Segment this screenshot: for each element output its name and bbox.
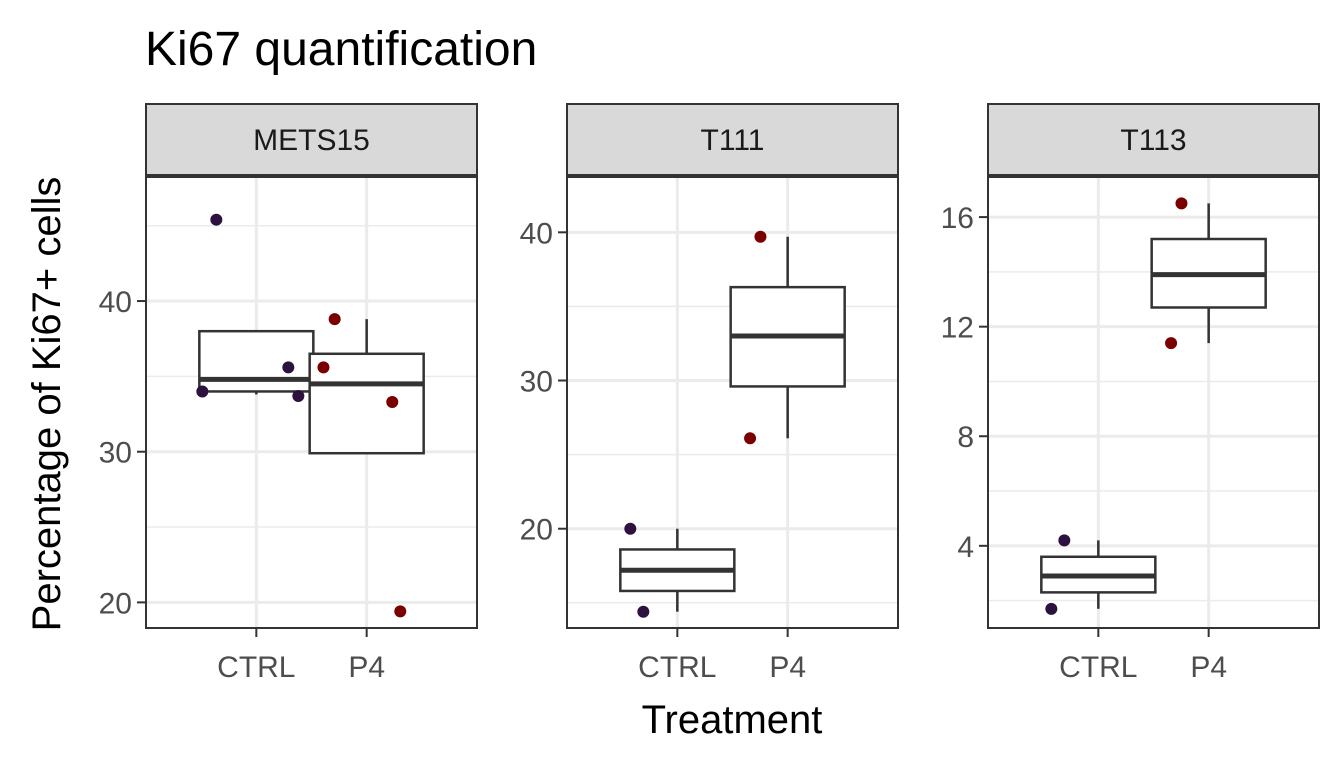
y-tick-label: 16 [941,202,974,235]
data-point-p4 [754,230,767,243]
facet-label: T113 [1120,124,1186,157]
data-point-ctrl [624,522,637,535]
y-tick-label: 30 [520,366,553,399]
data-point-ctrl [1058,534,1071,547]
data-point-ctrl [196,385,209,398]
boxplot-p4 [1150,203,1267,344]
box-iqr [198,329,315,393]
data-point-p4 [1165,337,1178,350]
y-tick-label: 4 [957,531,974,564]
y-tick-label: 30 [99,437,132,470]
x-tick-label: P4 [1190,651,1227,684]
data-point-p4 [386,396,399,408]
facet-strip [145,103,478,177]
y-tick-label: 12 [941,312,974,345]
x-tick-label: CTRL [217,651,295,684]
facet-strip [566,103,899,177]
data-point-ctrl [210,213,223,226]
data-point-ctrl [292,389,305,402]
x-axis-title: Treatment [642,698,823,742]
facet-label: METS15 [253,124,370,157]
boxplot-ctrl [198,329,315,395]
box-iqr [308,352,425,455]
y-axis-title: Percentage of Ki67+ cells [25,177,69,632]
data-point-p4 [744,432,757,445]
x-tick-label: CTRL [638,651,716,684]
y-tick-label: 40 [520,217,553,250]
chart-title: Ki67 quantification [145,23,537,76]
data-point-p4 [328,313,341,326]
boxplot-ctrl [619,528,736,612]
boxplot-p4 [729,236,846,439]
boxplot-ctrl [1040,540,1157,609]
y-tick-label: 20 [99,587,132,620]
facet-strip [987,103,1320,177]
facet-mets15: METS15 20 30 40 CTRL P4 [99,103,478,684]
facet-label: T111 [701,124,765,157]
facet-t113: T113 4 8 12 16 CTRL P4 [941,103,1320,684]
x-tick-label: P4 [769,651,806,684]
data-point-p4 [394,605,407,618]
data-point-ctrl [282,361,295,374]
y-tick-label: 8 [957,421,974,454]
data-point-p4 [317,361,330,374]
y-tick-label: 20 [520,514,553,547]
facet-t111: T111 20 30 40 CTRL P4 [520,103,899,684]
data-point-ctrl [1045,602,1058,615]
data-point-ctrl [637,605,650,618]
x-tick-label: P4 [348,651,385,684]
boxplot-p4 [308,319,425,455]
x-tick-label: CTRL [1059,651,1137,684]
facets: METS15 20 30 40 CTRL P4 T111 20 30 40 CTRL P4 T113 4 8… [99,103,1320,684]
y-tick-label: 40 [99,286,132,319]
data-point-p4 [1175,197,1188,210]
